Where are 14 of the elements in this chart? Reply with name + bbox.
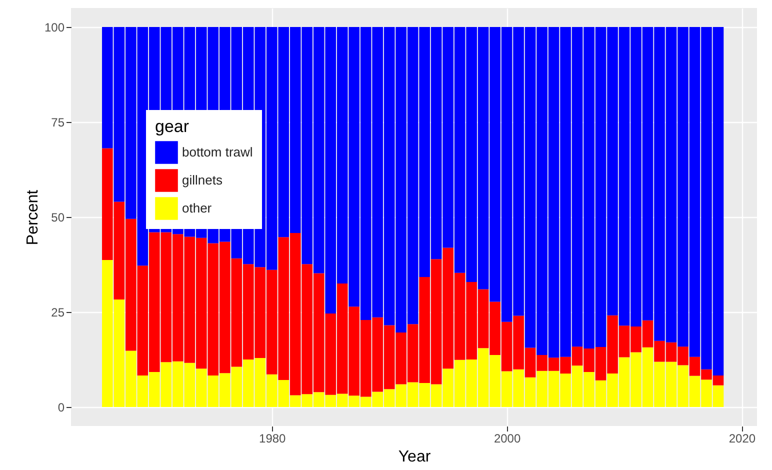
y-tick-label: 75 <box>51 116 65 130</box>
x-tick-label: 1980 <box>259 432 286 446</box>
x-tick-label: 2000 <box>494 432 521 446</box>
legend-label: other <box>182 200 212 216</box>
y-axis-title: Percent <box>24 189 42 246</box>
legend-label: bottom trawl <box>182 144 253 160</box>
legend-title: gear <box>155 117 190 136</box>
y-tick-label: 0 <box>58 400 65 414</box>
y-tick-label: 50 <box>51 210 65 224</box>
legend-label: gillnets <box>182 172 223 188</box>
y-tick-label: 25 <box>51 306 65 320</box>
x-axis-title: Year <box>398 448 432 466</box>
x-tick-label: 2020 <box>728 432 756 446</box>
y-tick-label: 100 <box>44 20 65 34</box>
